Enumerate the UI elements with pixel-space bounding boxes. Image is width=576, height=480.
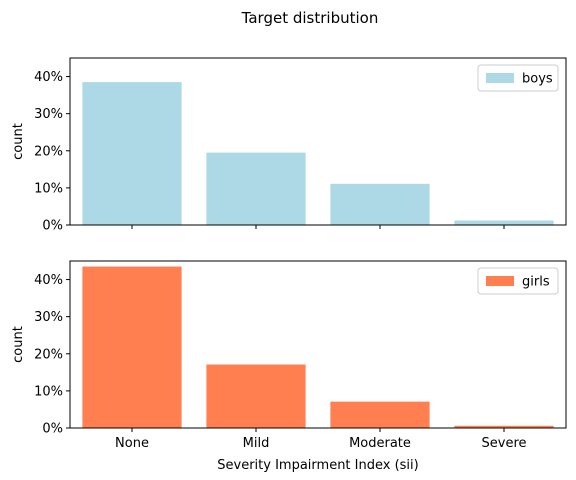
legend: girls (477, 267, 559, 295)
bar-girls-severe (454, 425, 554, 428)
y-tick-label: 40% (34, 273, 63, 288)
y-axis-label: count (11, 123, 26, 160)
y-tick-label: 30% (34, 310, 63, 325)
y-tick-label: 0% (42, 422, 63, 437)
y-tick-label: 20% (34, 347, 63, 362)
bar-girls-mild (206, 364, 306, 428)
y-axis-label: count (11, 326, 26, 363)
x-tick-label-moderate: Moderate (349, 436, 411, 451)
plot-frame (69, 260, 567, 429)
legend-swatch (486, 276, 514, 286)
x-axis-label: Severity Impairment Index (sii) (217, 458, 418, 473)
bar-girls-moderate (330, 401, 430, 428)
y-tick-label: 0% (42, 219, 63, 234)
legend-label: girls (522, 275, 550, 290)
x-tick-label-mild: Mild (243, 436, 270, 451)
x-tick-label-severe: Severe (482, 436, 527, 451)
y-tick-label: 40% (34, 70, 63, 85)
panel-girls: 0% 10% 20% 30% 40% None Mild Moderate Severe coun… (11, 260, 567, 451)
y-tick-label: 30% (34, 107, 63, 122)
panel-boys: 0% 10% 20% 30% 40% count boys (11, 57, 567, 234)
legend: boys (477, 64, 559, 92)
legend-swatch (486, 73, 514, 83)
bar-boys-none (82, 82, 182, 225)
plot-frame (69, 57, 567, 226)
y-tick-label: 10% (34, 384, 63, 399)
legend-box (477, 267, 559, 295)
x-tick-label-none: None (115, 436, 149, 451)
legend-label: boys (522, 72, 553, 87)
figure-title: Target distribution (241, 9, 379, 27)
bar-boys-severe (454, 220, 554, 225)
y-tick-label: 20% (34, 144, 63, 159)
y-tick-label: 10% (34, 181, 63, 196)
bar-boys-moderate (330, 183, 430, 225)
bar-girls-none (82, 266, 182, 428)
legend-box (477, 64, 559, 92)
bar-boys-mild (206, 152, 306, 225)
